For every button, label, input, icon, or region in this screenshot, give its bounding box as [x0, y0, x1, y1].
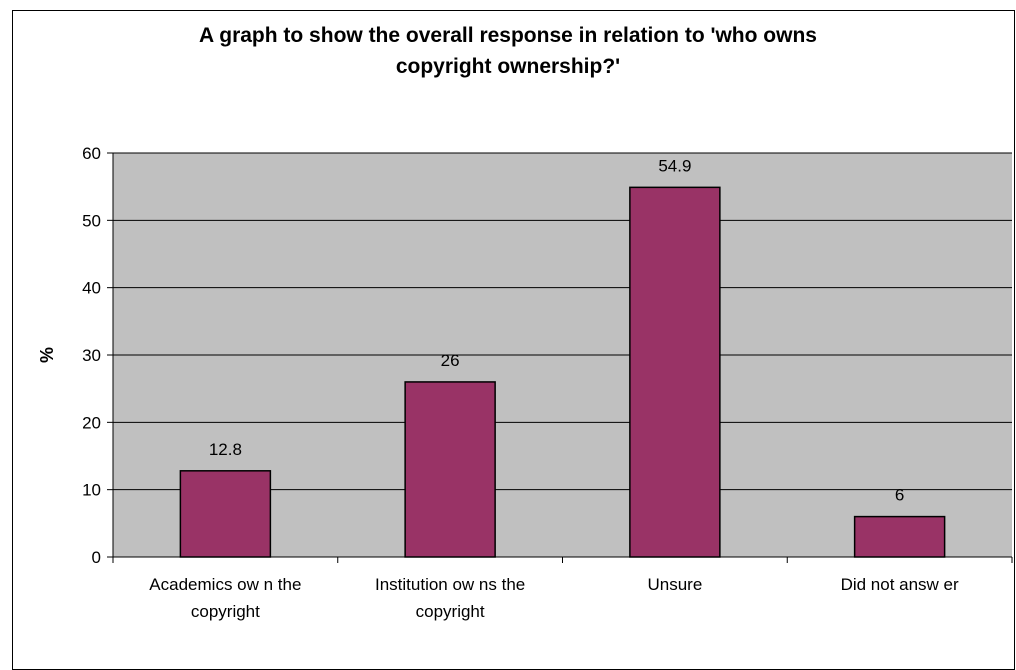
x-tick-label: Did not answ er [841, 575, 959, 594]
data-label: 6 [895, 486, 904, 505]
x-tick-labels: Academics ow n the copyright Institution o… [149, 575, 959, 621]
bar [404, 381, 496, 558]
bars [179, 186, 946, 558]
y-tick-label: 20 [82, 413, 101, 432]
data-labels: 12.8 26 54.9 6 [209, 156, 905, 504]
data-label: 12.8 [209, 440, 242, 459]
bar [179, 470, 272, 558]
data-label: 54.9 [658, 156, 691, 175]
y-tick-label: 10 [82, 481, 101, 500]
chart-title: A graph to show the overall response in … [199, 24, 817, 78]
data-label: 26 [441, 351, 460, 370]
y-tick-labels: 0 10 20 30 40 50 60 [82, 144, 101, 567]
x-tick-label: Unsure [647, 575, 702, 594]
bar [629, 186, 721, 558]
bar [853, 515, 946, 558]
y-tick-label: 30 [82, 346, 101, 365]
y-tick-label: 60 [82, 144, 101, 163]
axes [107, 152, 1013, 563]
x-tick-label: Institution ow ns the copyright [375, 575, 525, 621]
y-tick-label: 0 [92, 548, 101, 567]
y-tick-label: 50 [82, 211, 101, 230]
y-tick-label: 40 [82, 279, 101, 298]
y-axis-label: % [37, 347, 57, 363]
x-tick-label: Academics ow n the copyright [149, 575, 301, 621]
